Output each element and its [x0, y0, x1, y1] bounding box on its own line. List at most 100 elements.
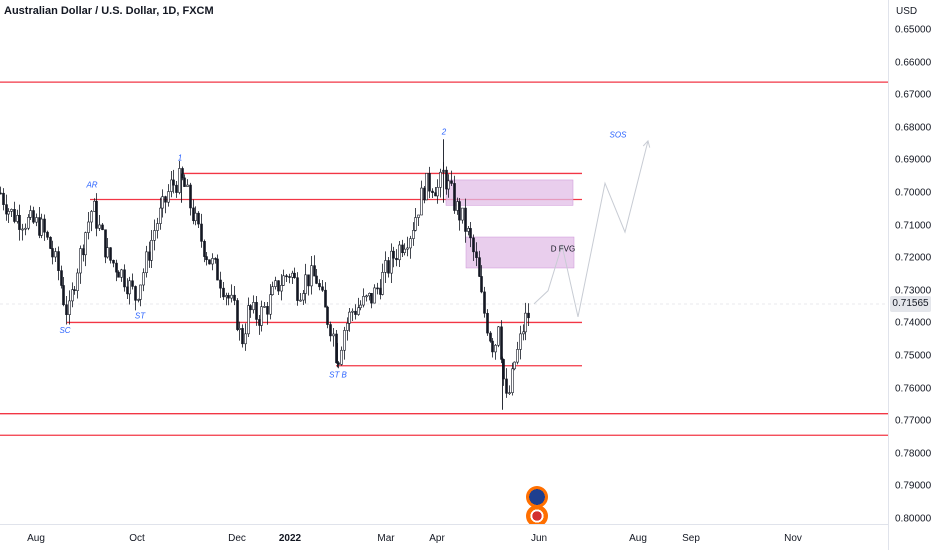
candle-body	[51, 248, 54, 258]
price-tick: 0.79000	[895, 480, 932, 492]
candle-body	[359, 304, 362, 309]
candle-body	[381, 272, 384, 295]
candle-body	[472, 237, 475, 253]
candle-body	[412, 230, 415, 239]
candle-body	[106, 247, 109, 258]
candle-body	[214, 258, 217, 260]
candle-body	[167, 191, 170, 203]
aud-flag-icon[interactable]	[526, 486, 548, 508]
candle-body	[18, 215, 21, 230]
candle-body	[82, 248, 85, 256]
candle-body	[73, 289, 76, 291]
time-tick: Oct	[129, 533, 145, 544]
price-axis[interactable]: USD 0.80000 0.79000 0.78000 0.77000 0.76000 0…	[888, 0, 932, 550]
chart-area[interactable]: SC AR ST 1 ST B 2 SOS D FVG Australian Dollar /…	[0, 0, 888, 550]
candle-body	[439, 171, 442, 188]
candle-body	[318, 283, 321, 288]
candle-body	[508, 392, 511, 394]
candle-body	[134, 286, 137, 301]
price-tick: 0.66000	[895, 57, 932, 69]
candle-body	[274, 280, 277, 287]
time-tick: Dec	[228, 533, 246, 544]
candle-body	[222, 287, 225, 298]
candle-body	[486, 312, 489, 334]
candle-body	[5, 204, 8, 215]
candle-body	[384, 260, 387, 273]
candle-body	[32, 210, 35, 223]
candle-body	[527, 312, 530, 319]
candle-body	[354, 310, 357, 315]
candle-body	[491, 340, 494, 353]
price-tick: 0.71000	[895, 220, 932, 232]
fvg-zone[interactable]	[445, 179, 574, 206]
candle-body	[161, 196, 164, 209]
candle-body	[227, 295, 230, 299]
candle-body	[46, 231, 49, 238]
candle-body	[123, 269, 126, 288]
price-tick: 0.67000	[895, 89, 932, 101]
price-tick: 0.68000	[895, 122, 932, 134]
candle-body	[324, 289, 327, 308]
candle-body	[186, 184, 189, 187]
candle-body	[373, 287, 376, 304]
candle-body	[489, 332, 492, 342]
candle-body	[109, 247, 112, 261]
candle-body	[313, 265, 316, 277]
candle-body	[458, 201, 461, 221]
candle-body	[288, 276, 291, 278]
fvg-zone[interactable]	[465, 236, 575, 269]
candle-body	[417, 214, 420, 218]
candle-body	[494, 344, 497, 353]
candle-body	[321, 286, 324, 291]
candle-body	[0, 192, 2, 195]
candle-body	[376, 287, 379, 290]
price-tick: 0.78000	[895, 448, 932, 460]
projection-arrowhead	[642, 139, 651, 148]
candle-body	[351, 310, 354, 313]
candle-body	[296, 277, 299, 301]
usd-flag-icon[interactable]	[526, 505, 548, 527]
candle-body	[101, 224, 104, 231]
candle-body	[13, 209, 16, 222]
candle-body	[244, 333, 247, 345]
time-tick: Jun	[530, 533, 548, 544]
price-chart[interactable]: SC AR ST 1 ST B 2 SOS D FVG	[0, 0, 888, 524]
candle-body	[205, 256, 208, 261]
candle-body	[453, 183, 456, 211]
candle-body	[104, 229, 107, 258]
candle-body	[71, 289, 74, 302]
currency-label: USD	[896, 6, 918, 17]
candle-body	[260, 306, 263, 326]
candle-body	[203, 241, 206, 257]
candle-body	[428, 173, 431, 192]
candle-body	[128, 280, 131, 295]
candle-body	[236, 300, 239, 330]
candle-body	[211, 258, 214, 265]
candle-body	[285, 275, 288, 278]
candle-body	[362, 296, 365, 306]
annotation-label: 2	[441, 127, 447, 136]
candle-body	[62, 285, 65, 306]
candle-body	[208, 259, 211, 265]
candle-body	[500, 326, 503, 360]
candle-body	[49, 236, 52, 249]
price-tick: 0.75000	[895, 350, 932, 362]
candle-body	[170, 179, 173, 192]
candle-body	[192, 207, 195, 222]
candle-body	[131, 280, 134, 287]
time-tick: Nov	[784, 533, 802, 544]
candle-body	[332, 333, 335, 337]
price-tick: 0.65000	[895, 24, 932, 36]
candle-body	[159, 207, 162, 224]
candle-body	[76, 272, 79, 291]
candle-body	[230, 294, 233, 299]
candle-body	[65, 304, 68, 315]
chart-title: Australian Dollar / U.S. Dollar, 1D, FXC…	[4, 5, 214, 17]
time-axis[interactable]: Aug Oct Dec 2022 Mar Apr Jun Aug Sep Nov	[0, 524, 888, 551]
candle-body	[431, 190, 434, 193]
candle-body	[271, 286, 274, 295]
candle-body	[241, 328, 244, 345]
candle-body	[315, 275, 318, 284]
candle-body	[175, 184, 178, 193]
projection-path[interactable]	[533, 140, 649, 317]
